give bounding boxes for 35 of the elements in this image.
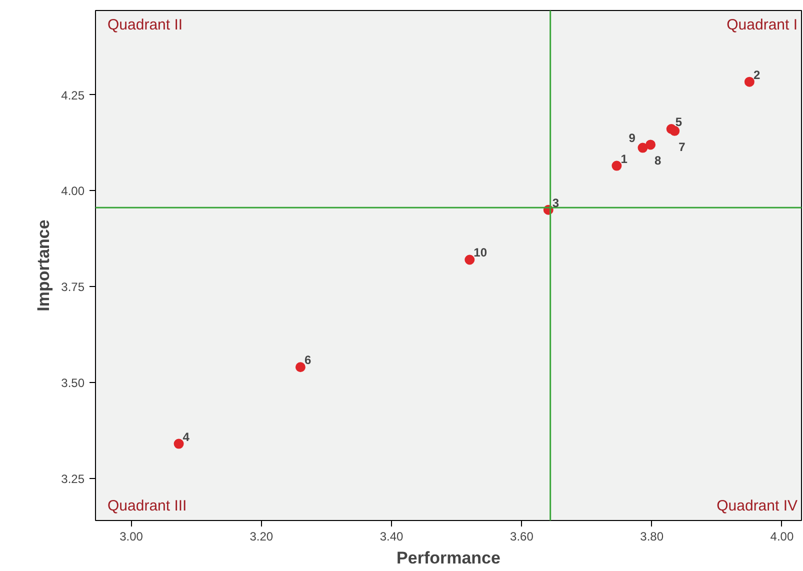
x-tick-label: 3.00: [120, 530, 144, 544]
point: [295, 362, 306, 372]
point: [464, 254, 475, 265]
x-axis-title: Performance: [396, 548, 500, 568]
x-tick-label: 3.20: [250, 530, 274, 544]
x-tick-label: 3.40: [380, 530, 404, 544]
annotation: Quadrant IV: [716, 498, 798, 514]
x-tick-label: 3.80: [640, 530, 664, 544]
annotation: 6: [304, 353, 312, 368]
annotation: 9: [628, 130, 636, 145]
y-tick-label: 4.25: [61, 88, 85, 102]
annotation: 4: [182, 430, 190, 444]
annotation: 7: [678, 140, 686, 154]
x-tick-label: 3.60: [510, 530, 534, 544]
annotation: 8: [654, 154, 662, 168]
point: [670, 126, 680, 136]
point: [612, 160, 622, 171]
annotation: Quadrant III: [108, 498, 187, 514]
annotation: 10: [474, 246, 488, 260]
annotation: 2: [753, 68, 760, 82]
annotation: 1: [620, 152, 628, 166]
annotation: Quadrant I: [726, 16, 798, 34]
point: [646, 140, 656, 150]
point: [744, 76, 754, 87]
y-axis-title: Importance: [34, 220, 54, 312]
y-tick-label: 3.25: [61, 472, 85, 486]
point: [174, 438, 184, 449]
annotation: 3: [552, 196, 560, 210]
annotation: 5: [675, 114, 682, 129]
y-tick-label: 4.00: [61, 184, 85, 198]
annotation: Quadrant II: [108, 16, 183, 34]
y-tick-label: 3.75: [61, 280, 85, 294]
x-tick-label: 4.00: [770, 530, 794, 544]
y-tick-label: 3.50: [61, 376, 85, 390]
point: [638, 142, 648, 153]
